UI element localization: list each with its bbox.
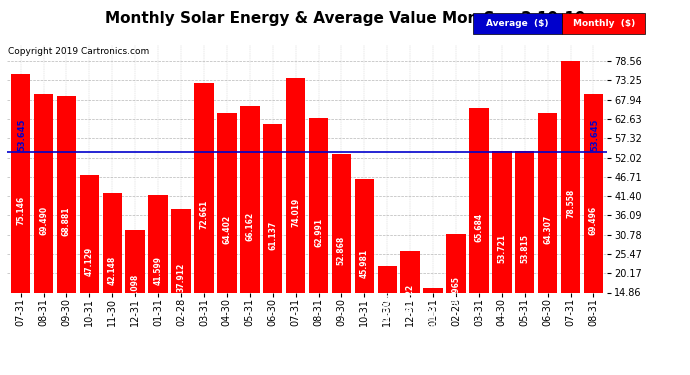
- Text: Monthly Solar Energy & Average Value Mon Sep 2 19:19: Monthly Solar Energy & Average Value Mon…: [105, 11, 585, 26]
- Text: Average  ($): Average ($): [486, 19, 549, 28]
- Bar: [377, 266, 397, 346]
- Bar: [538, 113, 558, 346]
- Text: 53.645: 53.645: [590, 118, 599, 150]
- Text: 53.645: 53.645: [17, 118, 26, 150]
- Text: 41.599: 41.599: [154, 256, 163, 285]
- Bar: [561, 61, 580, 346]
- Bar: [148, 195, 168, 346]
- Text: 78.558: 78.558: [566, 189, 575, 218]
- Bar: [332, 154, 351, 346]
- Bar: [11, 74, 30, 346]
- Bar: [308, 118, 328, 346]
- Bar: [355, 180, 374, 346]
- Text: 52.868: 52.868: [337, 236, 346, 265]
- Bar: [34, 94, 53, 346]
- Bar: [584, 94, 603, 346]
- Text: Copyright 2019 Cartronics.com: Copyright 2019 Cartronics.com: [8, 47, 149, 56]
- Bar: [286, 78, 306, 347]
- Bar: [400, 251, 420, 346]
- Bar: [492, 152, 511, 346]
- Text: 64.307: 64.307: [543, 215, 552, 244]
- Text: 62.991: 62.991: [314, 217, 323, 247]
- Text: 68.881: 68.881: [62, 207, 71, 236]
- Text: 75.146: 75.146: [16, 195, 25, 225]
- Text: 53.721: 53.721: [497, 234, 506, 264]
- Text: 66.162: 66.162: [245, 212, 255, 241]
- Text: 22.071: 22.071: [383, 292, 392, 321]
- Bar: [126, 230, 145, 346]
- Bar: [217, 112, 237, 346]
- Text: 32.098: 32.098: [130, 273, 139, 303]
- Text: 61.137: 61.137: [268, 221, 277, 250]
- Text: 26.222: 26.222: [406, 284, 415, 314]
- Bar: [263, 124, 282, 346]
- Bar: [424, 288, 443, 346]
- Text: 65.684: 65.684: [475, 213, 484, 242]
- Text: 53.815: 53.815: [520, 234, 529, 263]
- Bar: [240, 106, 259, 346]
- Text: 47.129: 47.129: [85, 246, 94, 276]
- Text: 74.019: 74.019: [291, 197, 300, 226]
- Text: 69.490: 69.490: [39, 206, 48, 235]
- Bar: [57, 96, 76, 346]
- Bar: [103, 194, 122, 346]
- Text: 30.965: 30.965: [451, 276, 460, 305]
- Text: 64.402: 64.402: [222, 215, 231, 244]
- Bar: [171, 209, 190, 346]
- Text: 42.148: 42.148: [108, 255, 117, 285]
- Bar: [446, 234, 466, 346]
- Bar: [469, 108, 489, 347]
- Text: 45.981: 45.981: [359, 248, 369, 278]
- Text: 37.912: 37.912: [177, 263, 186, 292]
- Bar: [79, 175, 99, 346]
- Text: Monthly  ($): Monthly ($): [573, 19, 635, 28]
- Text: 16.107: 16.107: [428, 303, 437, 332]
- Bar: [194, 82, 214, 346]
- Bar: [515, 151, 535, 346]
- Text: 69.496: 69.496: [589, 206, 598, 235]
- Text: 72.661: 72.661: [199, 200, 208, 229]
